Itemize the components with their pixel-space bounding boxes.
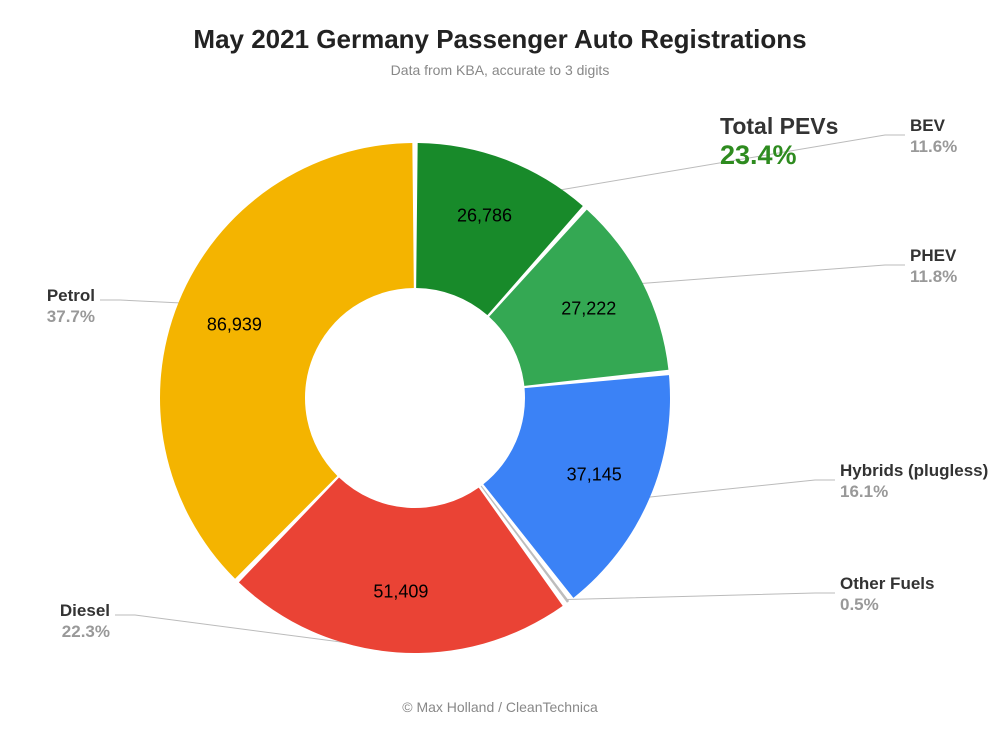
leader-line bbox=[647, 480, 835, 497]
legend-name: BEV bbox=[910, 115, 957, 136]
pev-highlight-value: 23.4% bbox=[720, 140, 838, 171]
slice-value-label: 26,786 bbox=[457, 205, 512, 226]
pev-highlight-title: Total PEVs bbox=[720, 113, 838, 140]
chart-credit: © Max Holland / CleanTechnica bbox=[0, 699, 1000, 715]
legend-name: Petrol bbox=[47, 285, 95, 306]
legend-percent: 11.8% bbox=[910, 266, 957, 287]
legend-percent: 11.6% bbox=[910, 136, 957, 157]
donut-chart bbox=[0, 0, 1000, 733]
chart-container: May 2021 Germany Passenger Auto Registra… bbox=[0, 0, 1000, 733]
pev-highlight: Total PEVs 23.4% bbox=[720, 113, 838, 171]
legend-label: Petrol37.7% bbox=[47, 285, 95, 328]
slice-value-label: 37,145 bbox=[567, 464, 622, 485]
leader-line bbox=[100, 300, 182, 303]
legend-label: Other Fuels0.5% bbox=[840, 573, 934, 616]
legend-label: Hybrids (plugless)16.1% bbox=[840, 460, 988, 503]
legend-label: BEV11.6% bbox=[910, 115, 957, 158]
legend-name: Hybrids (plugless) bbox=[840, 460, 988, 481]
legend-name: Diesel bbox=[60, 600, 110, 621]
legend-percent: 16.1% bbox=[840, 481, 988, 502]
leader-line bbox=[566, 593, 835, 600]
legend-percent: 22.3% bbox=[60, 621, 110, 642]
legend-name: PHEV bbox=[910, 245, 957, 266]
slice-value-label: 51,409 bbox=[373, 582, 428, 603]
legend-label: PHEV11.8% bbox=[910, 245, 957, 288]
leader-line bbox=[640, 265, 905, 284]
slice-value-label: 27,222 bbox=[561, 299, 616, 320]
legend-percent: 0.5% bbox=[840, 594, 934, 615]
legend-percent: 37.7% bbox=[47, 306, 95, 327]
legend-name: Other Fuels bbox=[840, 573, 934, 594]
legend-label: Diesel22.3% bbox=[60, 600, 110, 643]
slice-value-label: 86,939 bbox=[207, 314, 262, 335]
